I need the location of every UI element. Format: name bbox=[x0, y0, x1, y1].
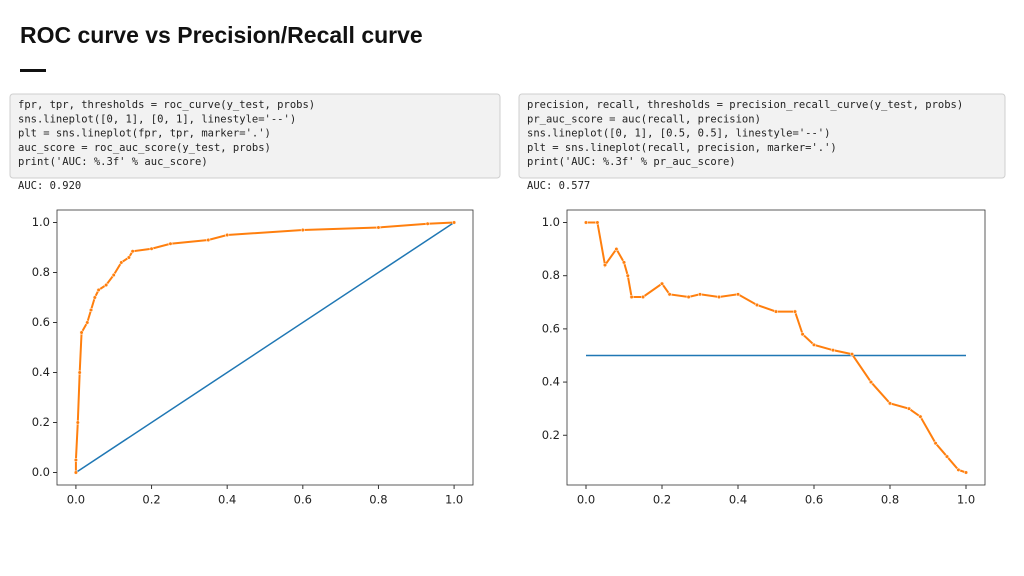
point-marker bbox=[811, 342, 817, 347]
x-tick-label: 0.2 bbox=[142, 493, 160, 507]
title-dash bbox=[20, 69, 46, 72]
axes-frame bbox=[566, 209, 986, 486]
code-line: print('AUC: %.3f' % pr_auc_score) bbox=[527, 156, 736, 168]
code-line: plt = sns.lineplot(recall, precision, ma… bbox=[527, 142, 837, 154]
y-tick-label: 0.6 bbox=[32, 315, 50, 329]
y-tick-label: 0.0 bbox=[32, 465, 50, 479]
x-tick-label: 0.6 bbox=[294, 493, 312, 507]
x-tick-label: 0.0 bbox=[67, 493, 85, 507]
point-marker bbox=[111, 272, 116, 278]
point-marker bbox=[887, 401, 893, 406]
x-tick-label: 0.8 bbox=[881, 493, 899, 507]
code-line: print('AUC: %.3f' % auc_score) bbox=[18, 156, 208, 168]
x-tick-label: 0.4 bbox=[218, 493, 236, 507]
point-marker bbox=[754, 302, 760, 307]
code-line: auc_score = roc_auc_score(y_test, probs) bbox=[18, 142, 271, 154]
point-marker bbox=[583, 220, 589, 225]
y-tick-label: 0.2 bbox=[542, 428, 560, 442]
y-tick-label: 0.4 bbox=[32, 365, 50, 379]
point-marker bbox=[130, 249, 135, 254]
point-marker bbox=[686, 294, 691, 300]
point-marker bbox=[956, 467, 961, 472]
code-line: fpr, tpr, thresholds = roc_curve(y_test,… bbox=[18, 99, 315, 111]
point-marker bbox=[149, 246, 154, 251]
point-marker bbox=[452, 220, 457, 225]
axes-frame bbox=[56, 209, 474, 486]
point-marker bbox=[602, 263, 608, 268]
point-marker bbox=[621, 260, 627, 265]
point-marker bbox=[792, 309, 798, 314]
point-marker bbox=[300, 227, 305, 233]
y-tick-label: 1.0 bbox=[542, 215, 560, 229]
point-marker bbox=[168, 241, 173, 246]
point-marker bbox=[868, 380, 874, 385]
point-marker bbox=[425, 221, 430, 226]
y-tick-label: 0.8 bbox=[542, 268, 560, 282]
code-box bbox=[518, 93, 1006, 179]
x-tick-label: 0.8 bbox=[369, 493, 387, 507]
x-tick-label: 0.2 bbox=[653, 493, 671, 507]
point-marker bbox=[629, 294, 634, 300]
series-line bbox=[75, 221, 455, 474]
point-marker bbox=[659, 281, 665, 286]
code-line: plt = sns.lineplot(fpr, tpr, marker='.') bbox=[18, 128, 271, 140]
y-tick-label: 0.8 bbox=[32, 265, 50, 279]
x-tick-label: 1.0 bbox=[445, 493, 463, 507]
point-marker bbox=[119, 260, 124, 265]
x-tick-label: 0.6 bbox=[805, 493, 823, 507]
x-tick-label: 1.0 bbox=[957, 493, 975, 507]
point-marker bbox=[92, 295, 97, 300]
point-marker bbox=[104, 282, 109, 288]
y-tick-label: 0.6 bbox=[542, 321, 560, 335]
point-marker bbox=[773, 309, 779, 314]
point-marker bbox=[126, 255, 131, 260]
point-marker bbox=[96, 287, 101, 293]
y-tick-label: 0.2 bbox=[32, 415, 50, 429]
slide-title: ROC curve vs Precision/Recall curve bbox=[20, 22, 423, 48]
point-marker bbox=[79, 330, 84, 335]
point-marker bbox=[225, 232, 230, 238]
point-marker bbox=[77, 370, 82, 375]
point-marker bbox=[88, 307, 94, 313]
series-line bbox=[586, 221, 967, 474]
point-marker bbox=[735, 292, 741, 297]
point-marker bbox=[614, 247, 619, 252]
code-box bbox=[9, 93, 501, 179]
point-marker bbox=[944, 454, 950, 459]
point-marker bbox=[667, 292, 672, 297]
code-line: sns.lineplot([0, 1], [0, 1], linestyle='… bbox=[18, 113, 296, 125]
point-marker bbox=[849, 352, 855, 357]
point-marker bbox=[206, 237, 211, 243]
point-marker bbox=[830, 348, 836, 353]
point-marker bbox=[75, 420, 80, 425]
point-marker bbox=[73, 470, 78, 475]
x-tick-label: 0.4 bbox=[729, 493, 747, 507]
point-marker bbox=[376, 225, 381, 230]
point-marker bbox=[800, 332, 805, 337]
point-marker bbox=[625, 273, 630, 278]
series-line bbox=[74, 221, 455, 473]
point-marker bbox=[963, 470, 969, 475]
point-marker bbox=[85, 320, 90, 325]
code-line: pr_auc_score = auc(recall, precision) bbox=[527, 113, 761, 125]
point-marker bbox=[73, 457, 78, 463]
point-marker bbox=[716, 294, 722, 300]
point-marker bbox=[640, 294, 646, 300]
y-tick-label: 0.4 bbox=[542, 375, 560, 389]
code-output: AUC: 0.577 bbox=[527, 180, 590, 192]
x-tick-label: 0.0 bbox=[577, 493, 595, 507]
point-marker bbox=[697, 292, 703, 297]
code-line: sns.lineplot([0, 1], [0.5, 0.5], linesty… bbox=[527, 128, 830, 140]
y-tick-label: 1.0 bbox=[32, 215, 50, 229]
code-line: precision, recall, thresholds = precisio… bbox=[527, 99, 963, 111]
point-marker bbox=[918, 414, 923, 419]
code-output: AUC: 0.920 bbox=[18, 180, 81, 192]
point-marker bbox=[933, 441, 938, 446]
point-marker bbox=[595, 220, 600, 225]
point-marker bbox=[906, 406, 912, 411]
